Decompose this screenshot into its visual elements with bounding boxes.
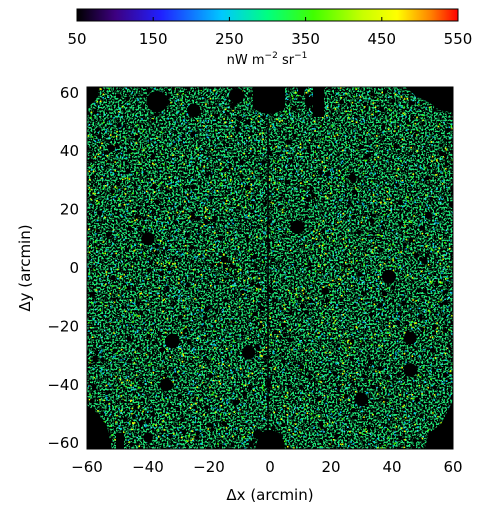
masked-region-top-left <box>87 87 100 108</box>
colorbar-tick-label: 550 <box>444 30 473 48</box>
masked-source <box>348 173 357 182</box>
masked-sources <box>107 88 433 443</box>
y-axis-label: Δy (arcmin) <box>16 224 34 311</box>
masked-region-top-right <box>405 87 453 113</box>
x-tick-label: 20 <box>321 458 340 476</box>
masked-source <box>165 333 180 349</box>
masked-source <box>403 363 418 377</box>
colorbar-tick-label: 150 <box>139 30 168 48</box>
masked-source <box>241 345 256 360</box>
masked-source <box>403 331 417 345</box>
colorbar-tick-label: 250 <box>215 30 244 48</box>
x-axis-ticks <box>86 87 454 449</box>
y-axis-ticks <box>87 92 453 444</box>
map-speckle <box>87 87 453 449</box>
masked-region-bottom-left <box>87 405 112 449</box>
masked-source <box>107 144 116 152</box>
masked-region-bottom-right <box>425 400 453 449</box>
masked-source <box>290 220 305 235</box>
y-tick-label: 20 <box>60 201 79 219</box>
masked-source <box>354 392 369 407</box>
masked-source <box>424 211 433 220</box>
x-axis-label: Δx (arcmin) <box>226 486 313 504</box>
masked-source <box>159 378 173 392</box>
colorbar-tick-label: 350 <box>291 30 320 48</box>
y-tick-label: 0 <box>69 259 79 277</box>
masked-region-bottom-left-block <box>116 433 124 449</box>
y-tick-label: −40 <box>47 376 79 394</box>
x-tick-label: 40 <box>382 458 401 476</box>
masked-source <box>252 429 263 440</box>
y-axis-tick-labels: −60 −40 −20 0 20 40 60 <box>47 84 79 452</box>
intensity-map <box>87 87 453 449</box>
x-tick-label: −60 <box>71 458 103 476</box>
x-tick-label: −20 <box>193 458 225 476</box>
x-tick-label: −40 <box>132 458 164 476</box>
colorbar-tick-labels: 50 150 250 350 450 550 <box>67 30 472 48</box>
x-axis-tick-labels: −60 −40 −20 0 20 40 60 <box>71 458 462 476</box>
x-tick-label: 60 <box>443 458 462 476</box>
colorbar-ticks <box>76 17 459 21</box>
masked-source <box>220 255 228 263</box>
y-tick-label: 40 <box>60 142 79 160</box>
masked-region-top-slot <box>313 87 324 117</box>
colorbar-tick-label: 50 <box>67 30 86 48</box>
masked-source <box>304 96 315 107</box>
colorbar-tick-label: 450 <box>367 30 396 48</box>
y-tick-label: −20 <box>47 317 79 335</box>
masked-source <box>143 432 153 443</box>
y-tick-label: 60 <box>60 84 79 102</box>
masked-region-top-notch <box>253 87 285 114</box>
colorbar-label: nW m−2 sr−1 <box>227 51 308 68</box>
masked-region-top-slot-2 <box>298 87 304 95</box>
masked-source <box>146 90 168 113</box>
masked-source <box>228 88 245 104</box>
masked-source <box>321 287 329 296</box>
y-tick-label: −60 <box>47 434 79 452</box>
colorbar-gradient <box>76 8 459 22</box>
colorbar: 50 150 250 350 450 550 nW m−2 sr−1 <box>67 8 472 68</box>
masked-source <box>141 232 155 246</box>
map-pixel-texture <box>87 87 453 449</box>
masked-source <box>187 103 201 118</box>
masked-source <box>381 269 396 284</box>
x-tick-label: 0 <box>265 458 275 476</box>
